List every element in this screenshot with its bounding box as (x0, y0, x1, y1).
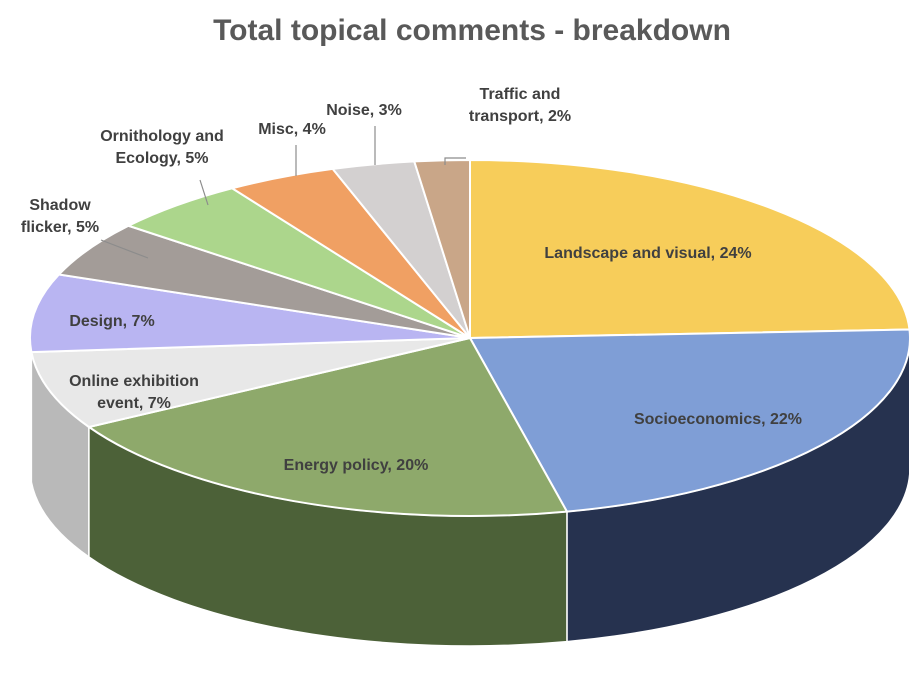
slice-label-landscape-and-visual: Landscape and visual, 24% (544, 245, 751, 262)
slice-labels: Landscape and visual, 24% Socioeconomics,… (21, 86, 802, 474)
slice-label-misc: Misc, 4% (258, 121, 326, 138)
pie-slice-design (29, 273, 471, 354)
slice-label-traffic-and-transport: Traffic and transport, 2% (469, 86, 571, 125)
leader-lines (100, 126, 466, 259)
leader-line-shadow-flicker (100, 239, 149, 259)
pie-slice-socioeconomics (468, 328, 909, 513)
leader-line-ornithology-and-ecology (199, 179, 209, 206)
leader-line-traffic-and-transport (444, 157, 466, 165)
slice-label-online-exhibition-event: Online exhibition event, 7% (69, 373, 199, 412)
pie-slice-energy-policy (86, 336, 569, 517)
pie-slice-landscape-and-visual (469, 158, 909, 340)
pie-slice-online-exhibition-event (30, 337, 471, 429)
pie-slice-traffic-and-transport (412, 158, 471, 339)
slice-label-energy-policy: Energy policy, 20% (284, 457, 429, 474)
chart-title: Total topical comments - breakdown (213, 14, 731, 47)
slice-label-shadow-flicker: Shadow flicker, 5% (21, 197, 99, 236)
slice-label-noise: Noise, 3% (326, 102, 402, 119)
slice-label-socioeconomics: Socioeconomics, 22% (634, 411, 802, 428)
slice-label-design: Design, 7% (69, 313, 154, 330)
pie-top-layer (29, 158, 909, 517)
slice-label-ornithology-and-ecology: Ornithology and Ecology, 5% (100, 128, 224, 167)
